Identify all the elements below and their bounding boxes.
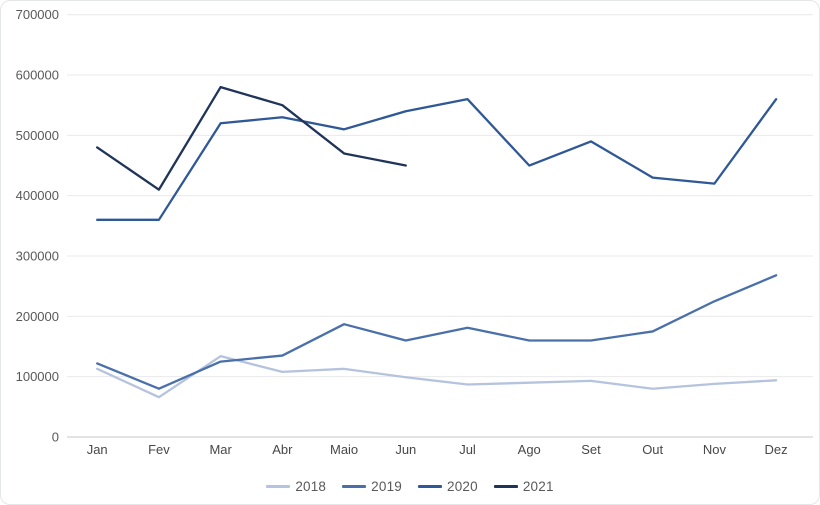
legend-item-2020: 2020 [418,479,478,494]
x-axis-label: Ago [518,442,541,457]
y-axis-tick-label: 500000 [16,128,59,143]
y-axis-tick-label: 100000 [16,369,59,384]
legend-label: 2020 [447,479,478,494]
x-axis-label: Abr [272,442,293,457]
y-axis-tick-label: 200000 [16,309,59,324]
x-axis-label: Out [642,442,663,457]
x-axis-label: Fev [148,442,170,457]
y-axis-tick-label: 0 [52,430,59,445]
legend-item-2018: 2018 [266,479,326,494]
series-line-2021 [96,85,407,191]
x-axis-label: Nov [703,442,727,457]
y-axis-tick-label: 600000 [16,68,59,83]
x-axis-label: Set [581,442,601,457]
legend-swatch-2021 [493,485,518,488]
x-axis-label: Maio [330,442,358,457]
legend-label: 2018 [295,479,327,494]
y-axis-tick-label: 700000 [16,7,59,22]
y-axis-tick-label: 300000 [16,249,59,264]
x-axis-label: Jun [395,442,416,457]
y-axis-tick-label: 400000 [16,188,59,203]
series-line-2018 [96,355,778,399]
legend-label: 2019 [371,479,402,494]
legend-item-2019: 2019 [342,479,402,494]
x-axis-label: Jul [459,442,476,457]
series-line-2020 [96,98,778,221]
series-line-2019 [96,274,778,390]
x-axis-label: Jan [87,442,108,457]
legend-swatch-2020 [418,485,442,488]
legend-label: 2021 [522,479,554,494]
chart-legend: 2018 2019 2020 2021 [1,479,819,494]
x-axis-label: Mar [209,442,232,457]
legend-item-2021: 2021 [493,479,554,494]
legend-swatch-2019 [342,485,367,488]
legend-swatch-2018 [266,485,291,488]
x-axis-label: Dez [765,442,788,457]
